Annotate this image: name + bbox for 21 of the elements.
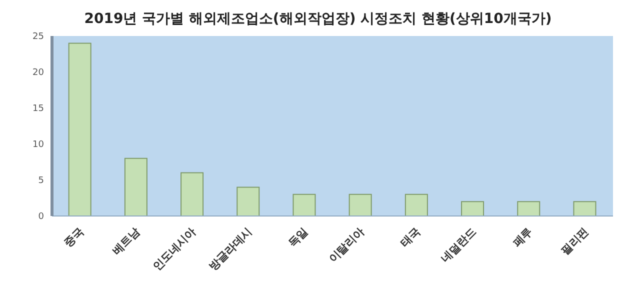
bar [292,194,316,216]
y-tick-label: 25 [32,32,44,42]
y-tick-label: 0 [38,212,44,222]
x-tick-label: 페루 [510,224,535,250]
bar [517,201,540,216]
y-tick-label: 15 [32,104,44,114]
bar [68,42,92,216]
y-tick-label: 20 [32,68,44,78]
y-tick-label: 10 [32,140,44,150]
x-tick-label: 중국 [61,224,86,250]
bar [573,201,596,216]
bar [180,172,204,216]
x-tick-label: 독일 [286,224,311,250]
chart-title: 2019년 국가별 해외제조업소(해외작업장) 시정조치 현황(상위10개국가) [83,10,553,29]
x-tick-label: 태국 [398,224,423,250]
bar [348,194,372,216]
y-tick-label: 5 [38,176,44,186]
bar [404,194,428,216]
bar [236,186,260,216]
bar [461,201,484,216]
bar [124,158,148,216]
